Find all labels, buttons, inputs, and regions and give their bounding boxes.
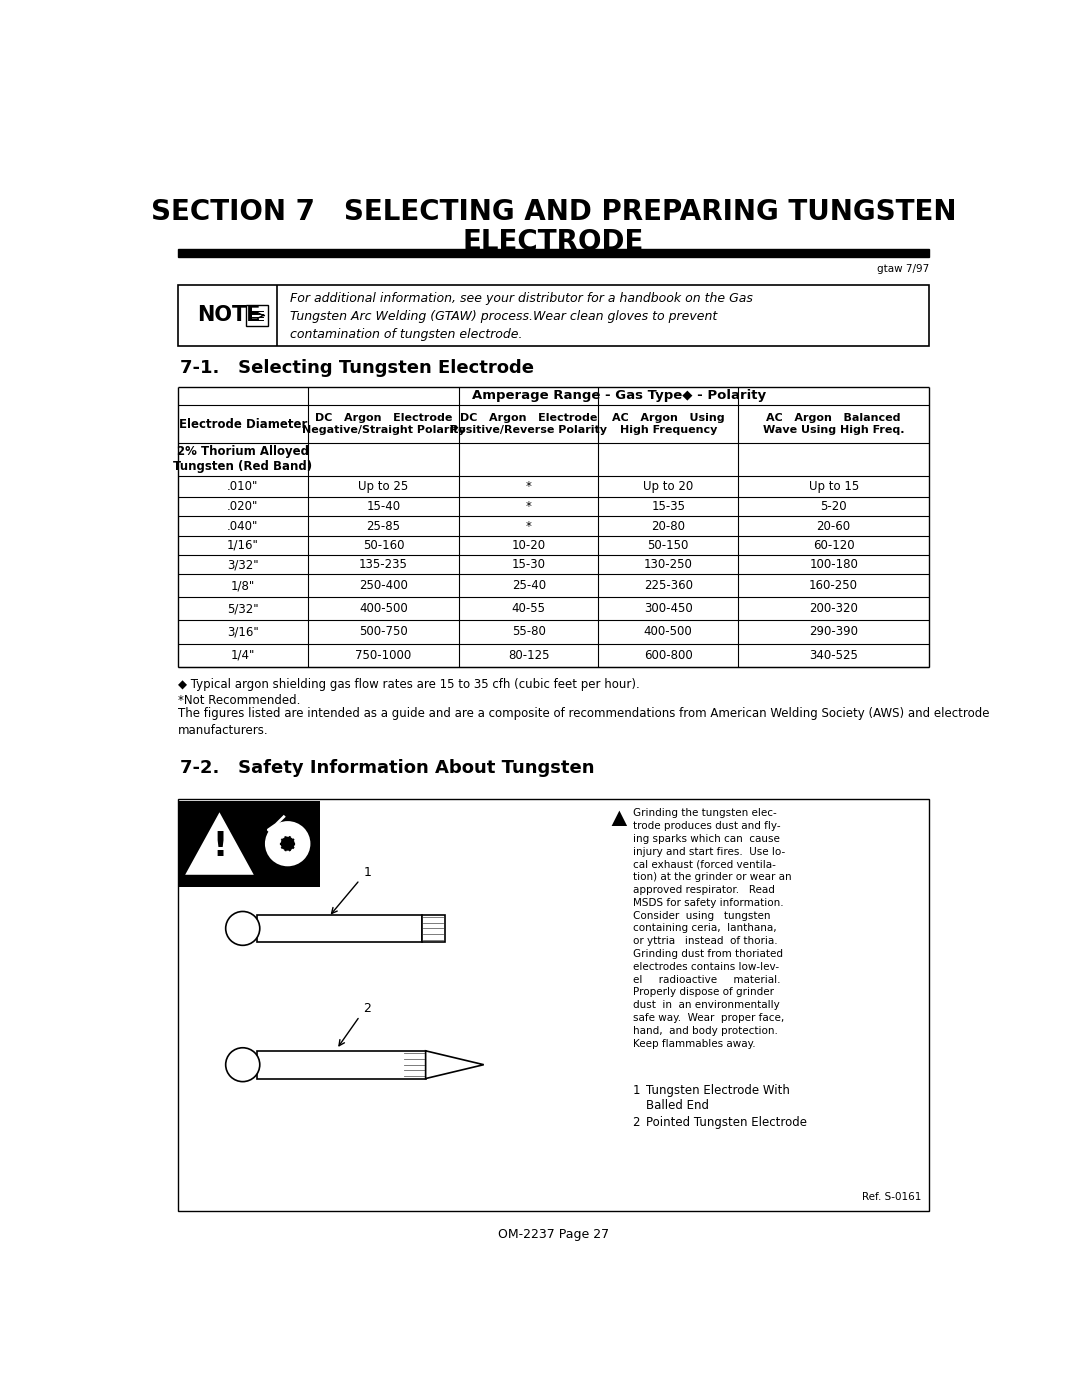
Text: AC   Argon   Balanced
Wave Using High Freq.: AC Argon Balanced Wave Using High Freq. (762, 414, 904, 434)
Bar (177, 249, 930, 257)
Text: For additional information, see your distributor for a handbook on the Gas
Tungs: For additional information, see your dis… (291, 292, 753, 341)
Text: 15-40: 15-40 (366, 500, 401, 513)
Text: Ref. S-0161: Ref. S-0161 (862, 1192, 921, 1201)
Text: 1/4": 1/4" (230, 648, 255, 662)
Text: 1/8": 1/8" (231, 580, 255, 592)
Text: 135-235: 135-235 (359, 557, 408, 571)
Text: 100-180: 100-180 (809, 557, 859, 571)
Text: 300-450: 300-450 (644, 602, 692, 615)
Text: DC   Argon   Electrode
Negative/Straight Polarity: DC Argon Electrode Negative/Straight Pol… (301, 414, 465, 434)
Text: Pointed Tungsten Electrode: Pointed Tungsten Electrode (647, 1116, 808, 1129)
Text: 50-150: 50-150 (648, 539, 689, 552)
Text: Up to 20: Up to 20 (643, 481, 693, 493)
Text: AC   Argon   Using
High Frequency: AC Argon Using High Frequency (612, 414, 725, 434)
Text: Grinding the tungsten elec-
trode produces dust and fly-
ing sparks which can  c: Grinding the tungsten elec- trode produc… (633, 809, 792, 1049)
Text: 25-40: 25-40 (512, 580, 545, 592)
Text: 600-800: 600-800 (644, 648, 692, 662)
Bar (177, 799, 930, 1211)
Polygon shape (611, 810, 627, 826)
Text: 750-1000: 750-1000 (355, 648, 411, 662)
Text: The figures listed are intended as a guide and are a composite of recommendation: The figures listed are intended as a gui… (177, 707, 989, 738)
Circle shape (226, 1048, 260, 1081)
Text: 15-35: 15-35 (651, 500, 685, 513)
Text: *: * (526, 481, 531, 493)
Text: 60-120: 60-120 (813, 539, 854, 552)
Circle shape (280, 835, 296, 851)
Bar (179, 800, 321, 887)
Text: 2: 2 (364, 1002, 372, 1016)
Text: gtaw 7/97: gtaw 7/97 (877, 264, 930, 274)
Text: ELECTRODE: ELECTRODE (463, 228, 644, 256)
Text: Electrode Diameter: Electrode Diameter (178, 418, 307, 430)
Text: 1: 1 (633, 1084, 640, 1097)
Text: 500-750: 500-750 (359, 626, 408, 638)
Text: 10-20: 10-20 (512, 539, 545, 552)
Text: 80-125: 80-125 (508, 648, 550, 662)
Text: 400-500: 400-500 (359, 602, 408, 615)
Text: 340-525: 340-525 (809, 648, 859, 662)
Text: 3/32": 3/32" (227, 557, 258, 571)
Circle shape (226, 911, 260, 946)
Text: 5/32": 5/32" (227, 602, 258, 615)
Text: 200-320: 200-320 (809, 602, 859, 615)
Bar (246, 305, 268, 327)
Text: 55-80: 55-80 (512, 626, 545, 638)
Text: ◆ Typical argon shielding gas flow rates are 15 to 35 cfh (cubic feet per hour).: ◆ Typical argon shielding gas flow rates… (177, 678, 639, 692)
Text: 7-1.   Selecting Tungsten Electrode: 7-1. Selecting Tungsten Electrode (180, 359, 534, 377)
Text: 7-2.   Safety Information About Tungsten: 7-2. Safety Information About Tungsten (180, 759, 594, 777)
Text: Amperage Range - Gas Type◆ - Polarity: Amperage Range - Gas Type◆ - Polarity (472, 390, 766, 402)
Text: *Not Recommended.: *Not Recommended. (177, 693, 300, 707)
Text: 2% Thorium Alloyed
Tungsten (Red Band): 2% Thorium Alloyed Tungsten (Red Band) (173, 446, 312, 474)
Text: Tungsten Electrode With
Balled End: Tungsten Electrode With Balled End (647, 1084, 791, 1112)
Text: 250-400: 250-400 (359, 580, 408, 592)
Text: 130-250: 130-250 (644, 557, 692, 571)
Text: Up to 15: Up to 15 (809, 481, 859, 493)
Polygon shape (426, 1051, 484, 1078)
Text: *: * (526, 500, 531, 513)
Text: 20-80: 20-80 (651, 520, 685, 532)
Circle shape (266, 823, 309, 865)
Text: Up to 25: Up to 25 (359, 481, 408, 493)
Text: 160-250: 160-250 (809, 580, 859, 592)
Text: 2: 2 (633, 1116, 640, 1129)
Polygon shape (187, 814, 252, 873)
Text: NOTE: NOTE (197, 306, 260, 326)
Text: .020": .020" (227, 500, 258, 513)
Bar (257, 1051, 426, 1078)
Bar (422, 915, 445, 942)
Text: 5-20: 5-20 (821, 500, 847, 513)
Text: *: * (526, 520, 531, 532)
Bar (257, 915, 422, 942)
Text: 400-500: 400-500 (644, 626, 692, 638)
Text: 3/16": 3/16" (227, 626, 258, 638)
Text: .010": .010" (227, 481, 258, 493)
Text: OM-2237 Page 27: OM-2237 Page 27 (498, 1228, 609, 1241)
Text: 25-85: 25-85 (366, 520, 401, 532)
Text: 50-160: 50-160 (363, 539, 404, 552)
Text: 20-60: 20-60 (816, 520, 851, 532)
Bar (177, 285, 930, 346)
Text: DC   Argon   Electrode
Positive/Reverse Polarity: DC Argon Electrode Positive/Reverse Pola… (450, 414, 607, 434)
Text: 290-390: 290-390 (809, 626, 859, 638)
Text: 15-30: 15-30 (512, 557, 545, 571)
Text: !: ! (212, 830, 227, 863)
Text: .040": .040" (227, 520, 258, 532)
Text: 40-55: 40-55 (512, 602, 545, 615)
Text: 1: 1 (364, 866, 372, 879)
Text: 225-360: 225-360 (644, 580, 692, 592)
Text: 1/16": 1/16" (227, 539, 259, 552)
Text: SECTION 7   SELECTING AND PREPARING TUNGSTEN: SECTION 7 SELECTING AND PREPARING TUNGST… (151, 198, 956, 226)
